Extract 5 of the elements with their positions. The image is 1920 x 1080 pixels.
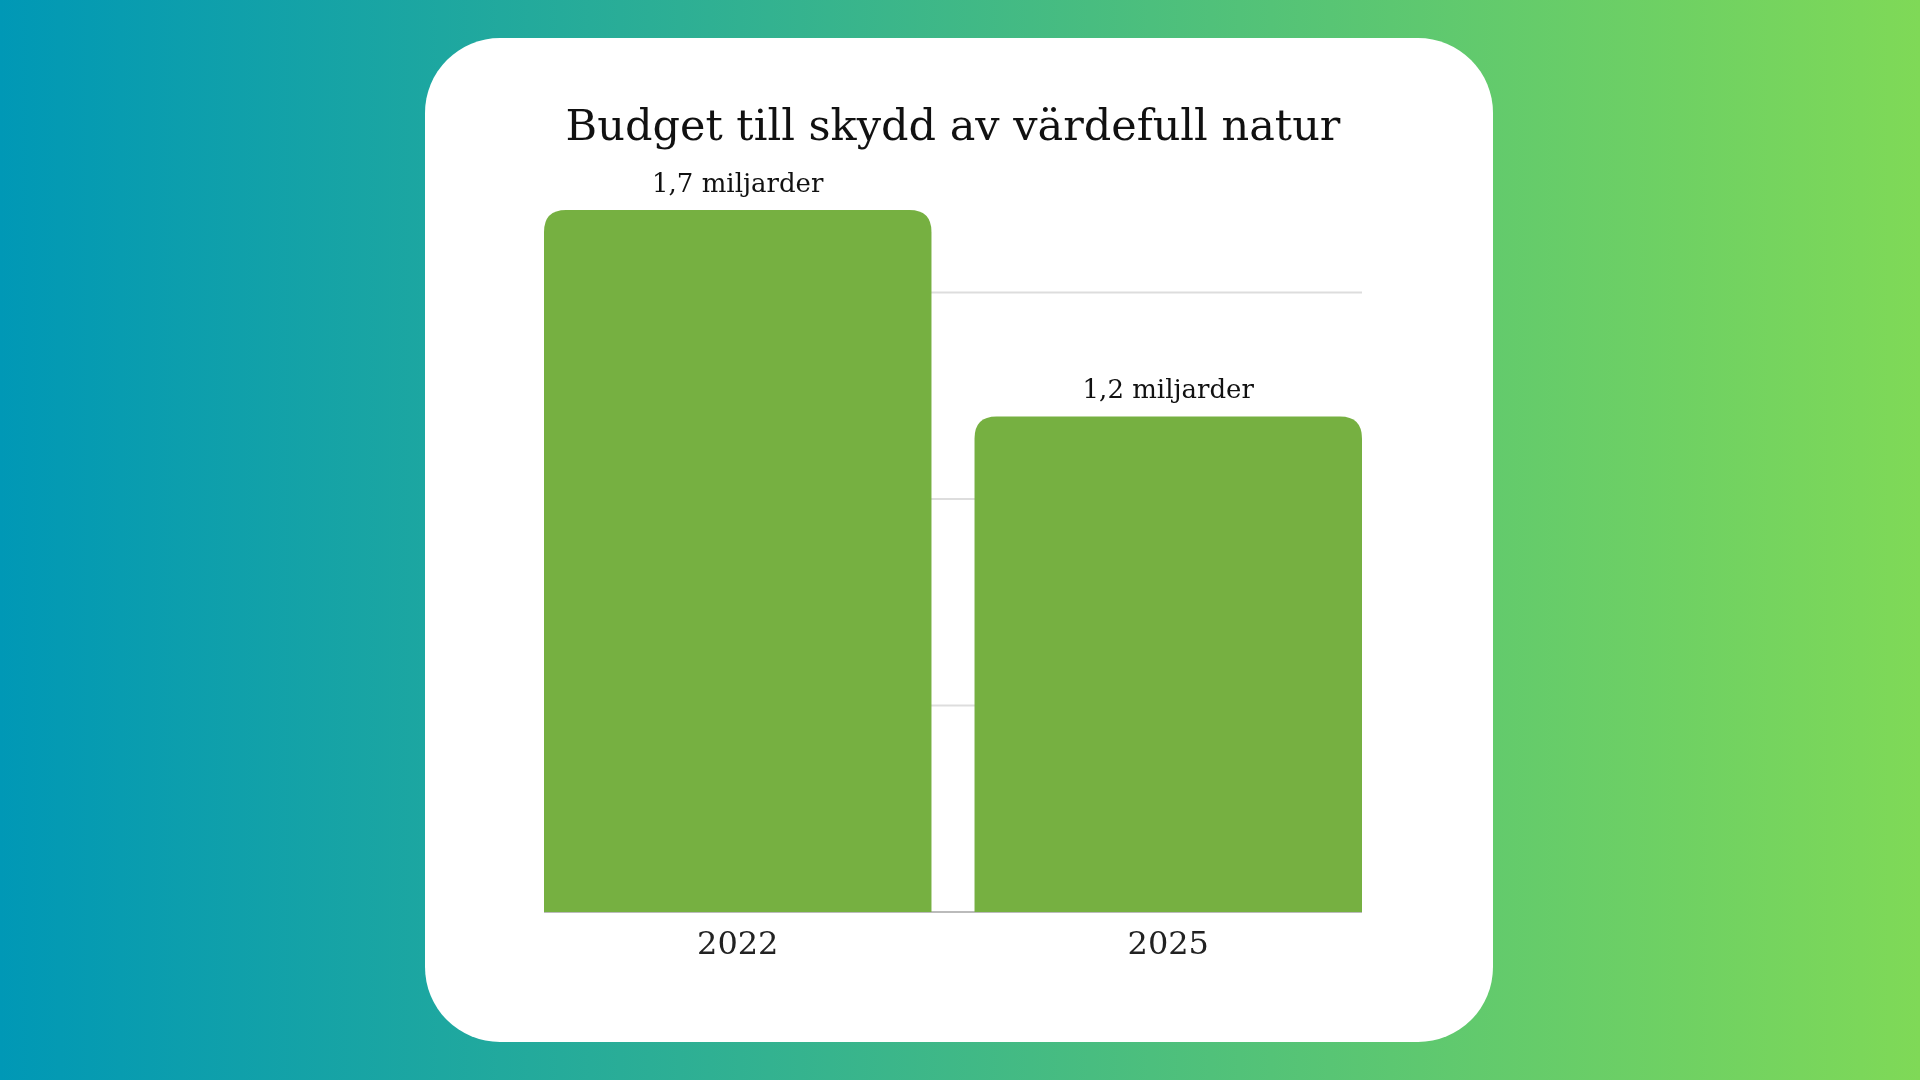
x-tick-label: 2025 — [1127, 924, 1209, 962]
data-label: 1,7 miljarder — [652, 168, 824, 198]
data-label: 1,2 miljarder — [1082, 374, 1255, 405]
chart-title: Budget till skydd av värdefull natur — [565, 100, 1341, 150]
x-tick-label: 2022 — [697, 924, 779, 962]
